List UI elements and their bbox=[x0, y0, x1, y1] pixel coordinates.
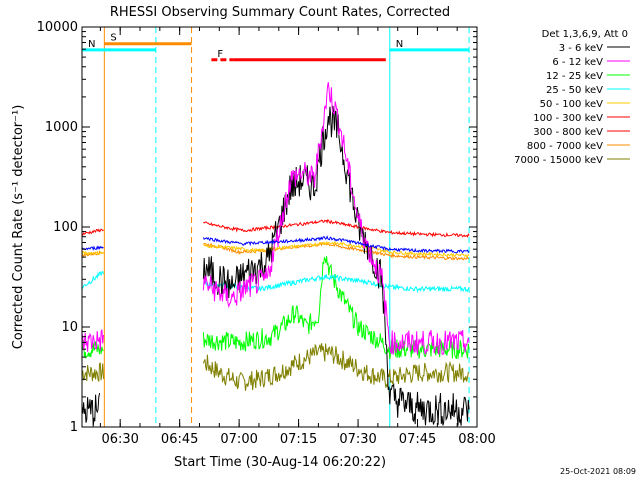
series-line-5 bbox=[82, 228, 104, 237]
series-line-8 bbox=[82, 362, 104, 382]
legend-entry-label: 3 - 6 keV bbox=[559, 43, 603, 54]
x-tick-label: 06:30 bbox=[101, 432, 138, 447]
y-tick-label: 10000 bbox=[37, 20, 78, 35]
legend: Det 1,3,6,9, Att 0 3 - 6 keV 6 - 12 keV 12… bbox=[514, 29, 630, 166]
y-axis: 1 10 100 1000 10000 bbox=[37, 20, 477, 435]
plot-area: S N N F bbox=[81, 27, 470, 427]
series-line-8 bbox=[202, 343, 470, 391]
y-axis-label: Corrected Count Rate (s⁻¹ detector⁻¹) bbox=[11, 105, 26, 350]
series-line-7 bbox=[203, 241, 470, 261]
series-line-2 bbox=[202, 256, 470, 360]
series-line-blue bbox=[202, 235, 470, 254]
legend-entry-label: 100 - 300 keV bbox=[533, 113, 603, 124]
series-line-0 bbox=[82, 392, 101, 427]
legend-entry-label: 6 - 12 keV bbox=[552, 57, 603, 68]
flag-label-f: F bbox=[217, 49, 223, 60]
x-tick-label: 07:45 bbox=[399, 432, 436, 447]
flag-bars: S N N F bbox=[82, 33, 470, 62]
legend-entry-label: 300 - 800 keV bbox=[533, 127, 603, 138]
flag-label-n: N bbox=[88, 39, 95, 50]
y-tick-label: 1 bbox=[70, 420, 78, 435]
legend-entry-label: 7000 - 15000 keV bbox=[514, 155, 603, 166]
series-line-4 bbox=[82, 250, 104, 256]
legend-header: Det 1,3,6,9, Att 0 bbox=[542, 29, 628, 40]
series-line-1 bbox=[82, 329, 104, 352]
x-tick-label: 06:45 bbox=[161, 432, 198, 447]
series-line-7 bbox=[82, 250, 104, 258]
series-line-3 bbox=[82, 270, 104, 289]
y-tick-label: 1000 bbox=[45, 120, 78, 135]
flag-label-n: N bbox=[396, 39, 403, 50]
x-tick-label: 07:30 bbox=[339, 432, 376, 447]
legend-entry-label: 25 - 50 keV bbox=[546, 85, 603, 96]
legend-entry-label: 800 - 7000 keV bbox=[527, 141, 603, 152]
series-line-0 bbox=[202, 105, 470, 426]
chart-title: RHESSI Observing Summary Count Rates, Co… bbox=[110, 5, 450, 20]
x-tick-label: 08:00 bbox=[458, 432, 495, 447]
legend-entry-label: 50 - 100 keV bbox=[540, 99, 604, 110]
series-line-5 bbox=[203, 218, 470, 238]
series-line-1 bbox=[202, 82, 470, 356]
series-line-4 bbox=[203, 241, 470, 258]
x-tick-label: 07:00 bbox=[220, 432, 257, 447]
x-axis: 06:30 06:45 07:00 07:15 07:30 07:45 08:00 bbox=[99, 27, 496, 447]
series-layer bbox=[82, 82, 470, 427]
x-tick-label: 07:15 bbox=[280, 432, 317, 447]
flag-label-s: S bbox=[110, 33, 116, 44]
x-axis-label: Start Time (30-Aug-14 06:20:22) bbox=[174, 455, 386, 470]
y-tick-label: 10 bbox=[61, 320, 78, 335]
y-tick-label: 100 bbox=[53, 220, 78, 235]
timestamp: 25-Oct-2021 08:09 bbox=[560, 467, 636, 476]
legend-entry-label: 12 - 25 keV bbox=[546, 71, 603, 82]
